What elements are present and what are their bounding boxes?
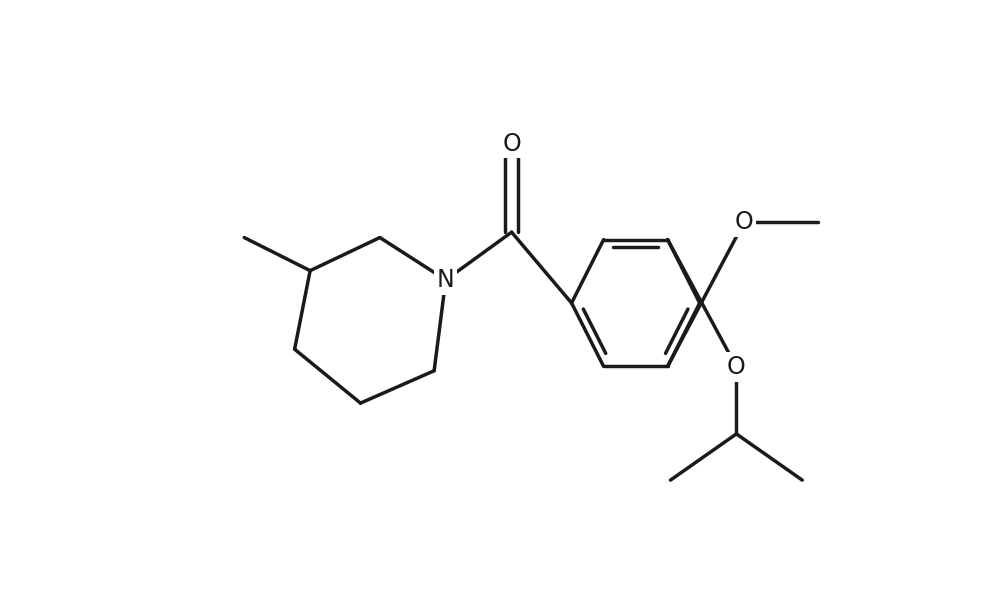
Text: O: O — [735, 210, 754, 234]
Text: N: N — [437, 268, 455, 292]
Text: O: O — [727, 355, 746, 379]
Text: O: O — [502, 131, 521, 155]
